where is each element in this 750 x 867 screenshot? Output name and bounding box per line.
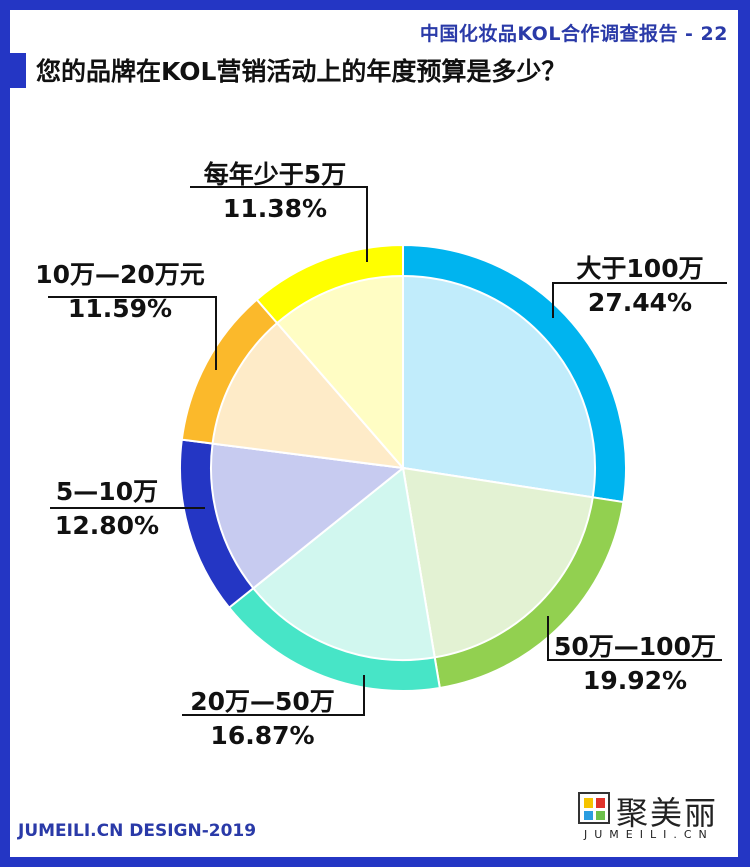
- label-category: 20万—50万: [190, 687, 335, 716]
- label-category: 5—10万: [55, 477, 159, 506]
- callout-leader-line: [547, 616, 722, 661]
- pie-slice: [275, 274, 404, 471]
- label-value: 16.87%: [210, 721, 315, 750]
- label-category: 大于100万: [576, 254, 704, 283]
- logo-text: 聚美丽: [616, 794, 719, 832]
- pie-slice: [211, 321, 406, 470]
- label-category: 50万—100万: [554, 632, 716, 661]
- report-reference: 中国化妆品KOL合作调查报告 - 22: [419, 23, 728, 45]
- pie-slice: [401, 466, 594, 659]
- label-value: 12.80%: [54, 511, 160, 540]
- pie-slice: [210, 442, 406, 590]
- jumeili-logo: 聚美丽 JUMEILI.CN: [578, 790, 728, 845]
- label-20w-50w: 20万—50万 16.87%: [170, 685, 355, 753]
- design-credit: JUMEILI.CN DESIGN-2019: [18, 821, 257, 841]
- label-category: 10万—20万元: [35, 260, 205, 289]
- callout-leader-line: [190, 186, 368, 262]
- label-under-5w: 每年少于5万 11.38%: [180, 158, 370, 226]
- label-5w-10w: 5—10万 12.80%: [42, 475, 172, 543]
- logo-mark-icon: [578, 792, 610, 824]
- callout-leader-line: [552, 282, 727, 318]
- callout-leader-line: [48, 296, 217, 370]
- pie-slice: [251, 466, 436, 661]
- logo-subtext: JUMEILI.CN: [584, 828, 714, 841]
- label-value: 27.44%: [587, 288, 693, 317]
- label-over-100w: 大于100万 27.44%: [560, 252, 720, 320]
- label-value: 11.38%: [222, 194, 328, 223]
- label-category: 每年少于5万: [203, 160, 347, 189]
- label-value: 19.92%: [582, 666, 688, 695]
- pie-slice: [402, 274, 596, 499]
- title-accent-bar: [0, 53, 26, 88]
- label-value: 11.59%: [67, 294, 173, 323]
- callout-leader-line: [182, 675, 365, 716]
- page-title: 您的品牌在KOL营销活动上的年度预算是多少？: [36, 57, 567, 86]
- label-10w-20w: 10万—20万元 11.59%: [20, 258, 220, 326]
- label-50w-100w: 50万—100万 19.92%: [540, 630, 730, 698]
